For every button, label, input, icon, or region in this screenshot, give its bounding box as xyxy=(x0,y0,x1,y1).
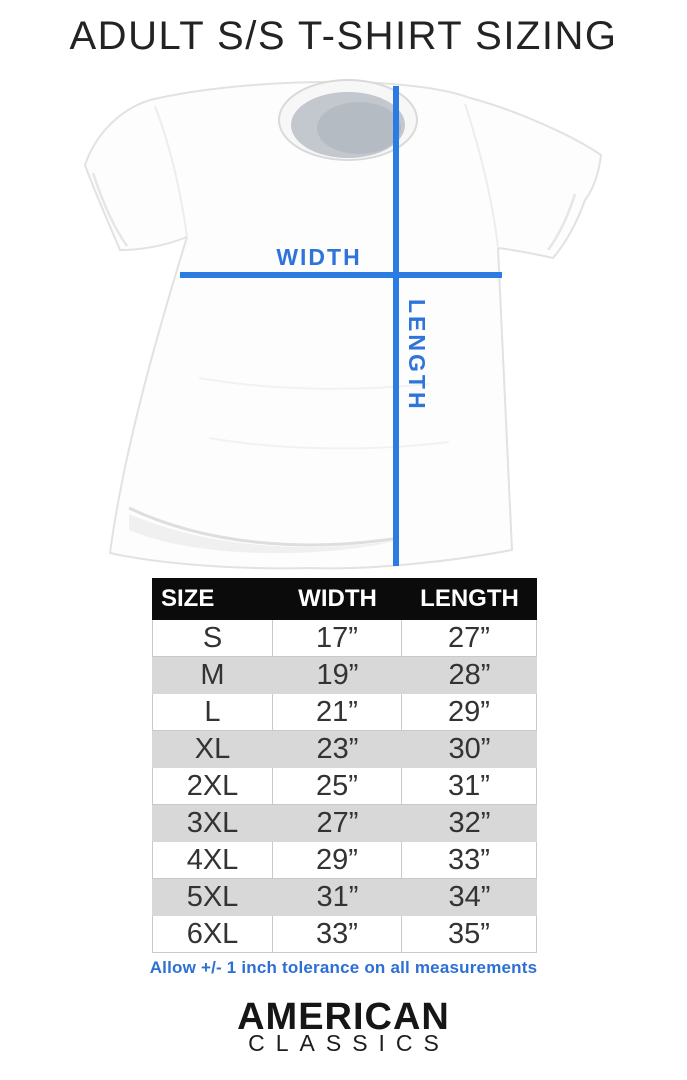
size-cell: M xyxy=(200,659,225,691)
header-width: WIDTH xyxy=(298,585,377,612)
table-row: 6XL 33” 35” xyxy=(152,916,537,953)
length-measure-label: LENGTH xyxy=(404,299,430,412)
width-cell: 27” xyxy=(316,807,359,839)
table-row: 5XL 31” 34” xyxy=(152,879,537,916)
length-cell: 35” xyxy=(402,916,537,953)
table-row: M 19” 28” xyxy=(152,657,537,694)
table-row: 4XL 29” 33” xyxy=(152,842,537,879)
length-measure-line xyxy=(393,86,399,566)
width-cell: 19” xyxy=(316,659,359,691)
size-cell: L xyxy=(152,694,273,731)
width-measure-line xyxy=(180,272,502,278)
size-table-header: SIZE WIDTH LENGTH xyxy=(152,578,537,620)
length-cell: 27” xyxy=(402,620,537,657)
table-row: XL 23” 30” xyxy=(152,731,537,768)
header-size: SIZE xyxy=(161,585,215,612)
size-cell: XL xyxy=(194,733,231,765)
length-cell: 28” xyxy=(448,659,491,691)
length-cell: 31” xyxy=(402,768,537,805)
brand-logo-classics: CLASSICS xyxy=(248,1030,450,1056)
tshirt-graphic xyxy=(69,78,619,573)
length-cell: 29” xyxy=(402,694,537,731)
width-cell: 29” xyxy=(273,842,402,879)
size-cell: 2XL xyxy=(152,768,273,805)
width-measure-label: WIDTH xyxy=(276,244,362,270)
table-row: 2XL 25” 31” xyxy=(152,768,537,805)
length-cell: 34” xyxy=(448,881,491,913)
width-cell: 33” xyxy=(273,916,402,953)
tolerance-note: Allow +/- 1 inch tolerance on all measur… xyxy=(149,958,538,977)
brand-logo-american: AMERICAN xyxy=(237,996,450,1038)
size-cell: 5XL xyxy=(186,881,239,913)
size-cell: 6XL xyxy=(152,916,273,953)
header-length: LENGTH xyxy=(420,585,519,612)
length-cell: 33” xyxy=(402,842,537,879)
width-cell: 31” xyxy=(316,881,359,913)
page-title: ADULT S/S T-SHIRT SIZING xyxy=(69,14,618,58)
width-cell: 23” xyxy=(316,733,359,765)
tshirt-illustration-svg xyxy=(84,79,602,570)
width-cell: 17” xyxy=(273,620,402,657)
size-table: SIZE WIDTH LENGTH S 17” 27” M 19” 28” L … xyxy=(152,578,537,953)
size-cell: 4XL xyxy=(152,842,273,879)
table-row: S 17” 27” xyxy=(152,620,537,657)
width-cell: 21” xyxy=(273,694,402,731)
table-row: L 21” 29” xyxy=(152,694,537,731)
width-cell: 25” xyxy=(273,768,402,805)
size-cell: 3XL xyxy=(186,807,239,839)
table-row: 3XL 27” 32” xyxy=(152,805,537,842)
length-cell: 32” xyxy=(448,807,491,839)
length-cell: 30” xyxy=(448,733,491,765)
size-cell: S xyxy=(152,620,273,657)
